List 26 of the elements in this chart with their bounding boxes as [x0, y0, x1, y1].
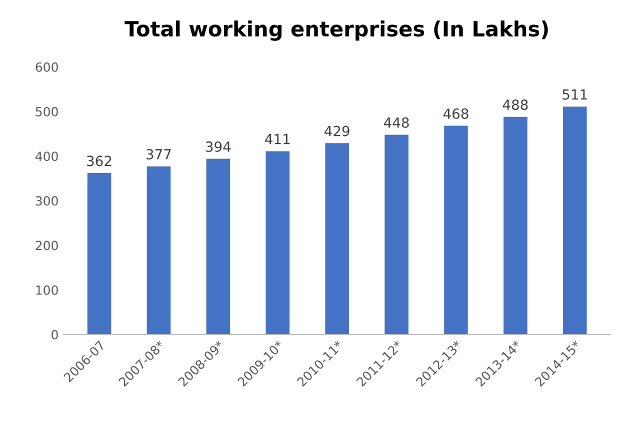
data-label: 362 — [87, 156, 112, 166]
bar — [384, 134, 408, 334]
bar — [87, 173, 112, 334]
data-label: 511 — [562, 89, 587, 100]
data-label: 488 — [502, 99, 528, 110]
data-label: 468 — [443, 108, 468, 119]
data-label: 394 — [206, 141, 231, 152]
bar — [206, 158, 230, 334]
bar — [563, 106, 587, 334]
data-label: 411 — [265, 134, 290, 144]
y-tick-label: 500 — [36, 106, 58, 116]
bar — [325, 143, 349, 334]
data-label: 429 — [324, 126, 350, 136]
bar — [444, 126, 468, 334]
bar — [266, 151, 290, 334]
y-tick-label: 300 — [36, 196, 58, 206]
bar — [146, 166, 171, 334]
y-tick-label: 0 — [52, 330, 58, 340]
bar — [504, 116, 528, 334]
y-tick-label: 100 — [36, 285, 58, 295]
y-tick-label: 600 — [36, 62, 58, 72]
data-label: 448 — [384, 117, 409, 128]
chart-title: Total working enterprises (In Lakhs) — [124, 20, 548, 41]
data-label: 377 — [146, 148, 171, 160]
y-tick-label: 400 — [35, 152, 58, 162]
y-tick-label: 200 — [36, 240, 58, 250]
